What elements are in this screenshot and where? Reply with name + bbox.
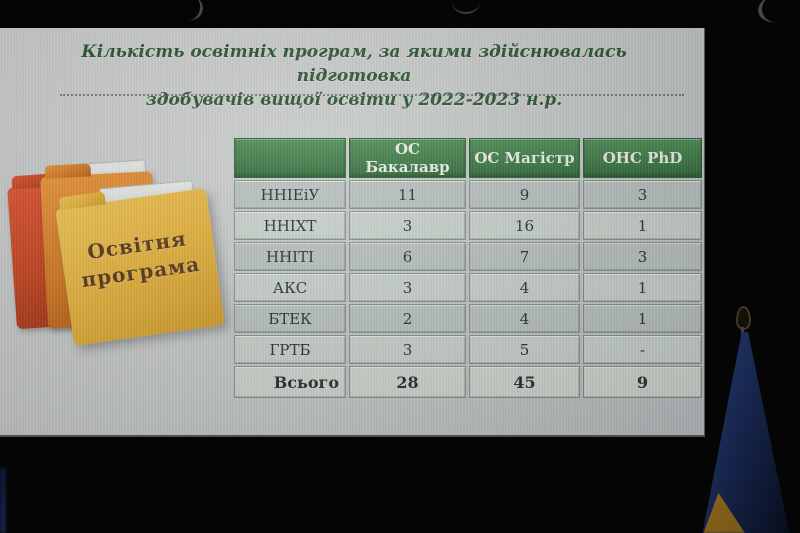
title-dotted-underline (60, 94, 684, 96)
cell-value: 9 (469, 180, 580, 209)
row-label: ГРТБ (234, 335, 346, 364)
row-label: ННІЕіУ (234, 180, 346, 209)
light-reflection (452, 0, 480, 14)
row-label: АКС (234, 273, 346, 302)
light-reflection (175, 0, 206, 23)
programs-table: ОС Бакалавр ОС Магістр ОНС PhD ННІЕіУ 11… (231, 136, 705, 400)
cell-value: 5 (469, 335, 580, 364)
total-value: 9 (583, 366, 702, 398)
header-cell-blank (234, 138, 346, 178)
cell-value: 3 (349, 335, 466, 364)
slide-title: Кількість освітніх програм, за якими зді… (48, 40, 660, 112)
cell-value: 4 (469, 273, 580, 302)
cell-value: 16 (469, 211, 580, 240)
yellow-folder-icon: Освітня програма (55, 188, 225, 346)
total-label: Всього (234, 366, 346, 398)
cell-value: 3 (583, 180, 702, 209)
header-cell-master: ОС Магістр (469, 138, 580, 178)
total-value: 28 (349, 366, 466, 398)
slide-title-line-2: здобувачів вищої освіти у 2022-2023 н.р. (145, 90, 563, 110)
cell-value: 3 (349, 211, 466, 240)
cell-value: 2 (349, 304, 466, 333)
table-row: БТЕК 2 4 1 (234, 304, 702, 333)
light-reflection (756, 0, 794, 25)
row-label: БТЕК (234, 304, 346, 333)
table-row: ННІХТ 3 16 1 (234, 211, 702, 240)
folders-illustration: Освітня програма (4, 146, 232, 351)
cell-value: 3 (349, 273, 466, 302)
cell-value: 11 (349, 180, 466, 209)
cell-value: 3 (583, 242, 702, 271)
cell-value: 7 (469, 242, 580, 271)
cell-value: 1 (583, 211, 702, 240)
cell-value: - (583, 335, 702, 364)
table-total-row: Всього 28 45 9 (234, 366, 702, 398)
left-edge-flag-sliver (0, 468, 6, 533)
table-row: ННІТІ 6 7 3 (234, 242, 702, 271)
cell-value: 4 (469, 304, 580, 333)
row-label: ННІХТ (234, 211, 346, 240)
ukraine-flag (694, 300, 800, 533)
projection-screen: Кількість освітніх програм, за якими зді… (0, 28, 705, 437)
table-row: ГРТБ 3 5 - (234, 335, 702, 364)
cell-value: 1 (583, 304, 702, 333)
table-row: ННІЕіУ 11 9 3 (234, 180, 702, 209)
header-cell-phd: ОНС PhD (583, 138, 702, 178)
table-row: АКС 3 4 1 (234, 273, 702, 302)
table-header-row: ОС Бакалавр ОС Магістр ОНС PhD (234, 138, 702, 178)
folder-label: Освітня програма (60, 222, 218, 297)
cell-value: 1 (583, 273, 702, 302)
header-cell-bachelor: ОС Бакалавр (349, 138, 466, 178)
slide-title-line-1: Кількість освітніх програм, за якими зді… (81, 42, 627, 86)
cell-value: 6 (349, 242, 466, 271)
flag-cloth-blue (702, 332, 790, 533)
row-label: ННІТІ (234, 242, 346, 271)
total-value: 45 (469, 366, 580, 398)
